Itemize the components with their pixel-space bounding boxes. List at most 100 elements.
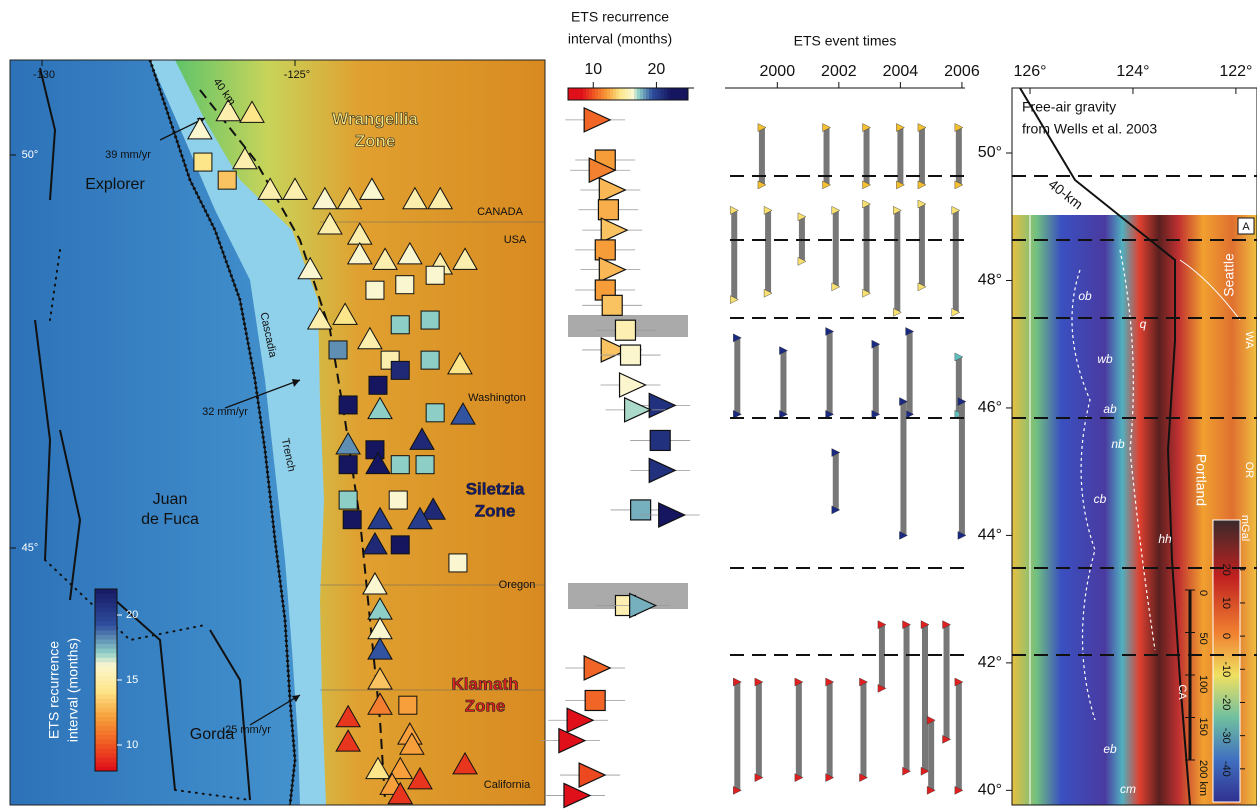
colorbar-cell [95,743,117,749]
square-marker [420,350,440,370]
colorbar-cell [589,88,593,100]
colorbar-tick-label: -20 [1220,695,1232,711]
fracture-zones [44,249,251,801]
colorbar-cell [95,657,117,663]
colorbar-cell [646,88,650,100]
event-end-marker [730,206,739,215]
x-tick-label: 20 [648,61,666,78]
map-panel [10,60,545,805]
event-end-marker [757,180,767,190]
event-end-marker [954,677,964,687]
square-marker [420,310,440,330]
event-bar [863,127,870,185]
colorbar-cell [95,720,117,726]
colorbar-cell [95,661,117,667]
colorbar-cell [95,620,117,626]
event-bars [730,123,967,795]
event-bar [863,203,870,294]
event-end-marker [951,206,961,215]
triangle-marker [450,402,476,425]
square-marker [328,340,348,360]
colorbar-cell [95,598,117,604]
plate-label: Explorer [85,176,145,193]
square-marker [388,490,408,510]
event-end-marker [893,308,902,317]
triangle-marker [232,146,258,170]
triangle-marker [359,177,385,200]
triangle-marker [598,177,627,203]
colorbar-tick-label: 10 [1220,597,1232,609]
colorbar-cell [95,734,117,740]
event-end-marker [942,620,951,629]
event-end-marker [862,199,871,209]
square-marker [597,199,620,221]
basin-label: q [1140,317,1147,331]
event-end-marker [899,397,908,406]
triangle-marker [583,655,612,681]
colorbar-cell [649,88,653,100]
y-tick-label: 50° [22,149,39,161]
triangle-marker [311,186,338,210]
colorbar-tick-label: 20 [1220,564,1232,576]
event-end-marker [896,123,905,132]
event-end-marker [825,677,835,687]
event-end-marker [733,786,742,795]
event-bar [955,127,962,185]
event-end-marker [877,620,887,629]
colorbar-cell [95,643,117,649]
triangle-marker [365,451,391,475]
y-tick-label: 50° [978,144,1002,161]
square-marker [425,403,445,423]
event-end-marker [822,123,831,132]
x-tick-label: 2000 [760,63,796,80]
triangle-marker [362,531,388,555]
event-end-marker [825,773,835,782]
triangle-marker [563,782,592,809]
colorbar-cell [601,88,605,100]
plate-label: de Fuca [141,511,199,528]
event-end-marker [902,620,911,629]
basin-label: cb [1094,492,1107,506]
colorbar-cell [95,752,117,758]
colorbar-cell [640,88,644,100]
triangle-marker [367,667,393,690]
event-end-marker [763,206,773,215]
zone-label: Zone [355,131,396,150]
colorbar-cell [595,88,599,100]
square-marker [614,319,637,341]
colorbar-cell [622,88,626,100]
colorbar-cell [670,88,674,100]
triangle-marker [407,506,433,530]
event-end-marker [825,409,835,419]
state-label: Washington [468,392,526,404]
square-marker [193,152,213,172]
square-marker [594,239,616,261]
colorbar-cell [658,88,662,100]
triangle-marker [407,766,433,790]
colorbar-cell [95,629,117,635]
triangle-marker [306,307,333,330]
triangle-marker [402,186,428,210]
square-marker [448,553,468,573]
panel-title: interval (months) [568,31,672,47]
event-end-marker [899,531,908,540]
colorbar-cell [679,88,683,100]
scale-label: 0 [1197,590,1209,596]
state-label: CA [1176,684,1188,700]
colorbar-cell [676,88,680,100]
square-marker [342,510,362,530]
triangle-marker [257,177,284,200]
event-end-marker [951,308,961,317]
colorbar-cell [682,88,686,100]
colorbar-cell [586,88,590,100]
scale-label: 50 [1197,633,1209,645]
triangle-marker [335,729,361,752]
event-end-marker [896,180,905,190]
event-end-marker [871,409,881,419]
colorbar-cell [95,693,117,699]
colorbar-cell [631,88,635,100]
triangle-marker [600,337,629,363]
triangle-marker [215,98,242,122]
event-end-marker [902,766,911,776]
triangle-marker [282,177,308,200]
